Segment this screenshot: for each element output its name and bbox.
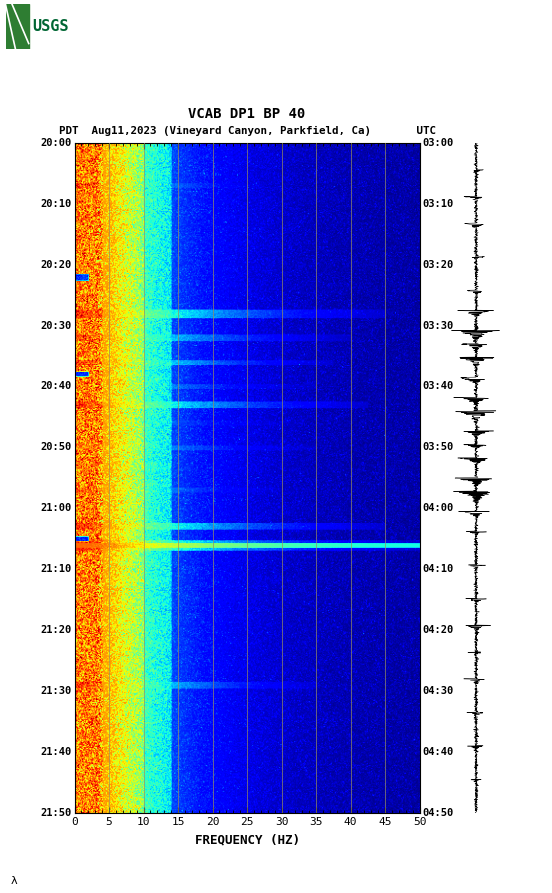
Text: 20:30: 20:30	[40, 321, 72, 330]
Text: 03:20: 03:20	[422, 260, 454, 270]
X-axis label: FREQUENCY (HZ): FREQUENCY (HZ)	[194, 833, 300, 846]
Text: 04:40: 04:40	[422, 747, 454, 756]
Text: 04:00: 04:00	[422, 503, 454, 513]
Text: 04:10: 04:10	[422, 564, 454, 574]
Text: 21:40: 21:40	[40, 747, 72, 756]
Text: 03:40: 03:40	[422, 381, 454, 391]
Text: 21:00: 21:00	[40, 503, 72, 513]
Text: PDT  Aug11,2023 (Vineyard Canyon, Parkfield, Ca)       UTC: PDT Aug11,2023 (Vineyard Canyon, Parkfie…	[59, 126, 436, 136]
Text: 21:20: 21:20	[40, 625, 72, 635]
Text: 03:10: 03:10	[422, 199, 454, 209]
Text: VCAB DP1 BP 40: VCAB DP1 BP 40	[188, 106, 306, 121]
Text: 20:50: 20:50	[40, 442, 72, 453]
Text: 20:00: 20:00	[40, 138, 72, 148]
Text: 03:30: 03:30	[422, 321, 454, 330]
Text: 21:30: 21:30	[40, 686, 72, 696]
Text: 20:10: 20:10	[40, 199, 72, 209]
Text: 21:10: 21:10	[40, 564, 72, 574]
Text: 20:40: 20:40	[40, 381, 72, 391]
Text: 04:50: 04:50	[422, 807, 454, 818]
Text: λ: λ	[11, 876, 18, 886]
Text: 04:20: 04:20	[422, 625, 454, 635]
Text: 21:50: 21:50	[40, 807, 72, 818]
Text: 03:50: 03:50	[422, 442, 454, 453]
Bar	[6, 4, 29, 49]
Text: USGS: USGS	[32, 20, 68, 34]
Text: 03:00: 03:00	[422, 138, 454, 148]
Text: 20:20: 20:20	[40, 260, 72, 270]
Text: 04:30: 04:30	[422, 686, 454, 696]
